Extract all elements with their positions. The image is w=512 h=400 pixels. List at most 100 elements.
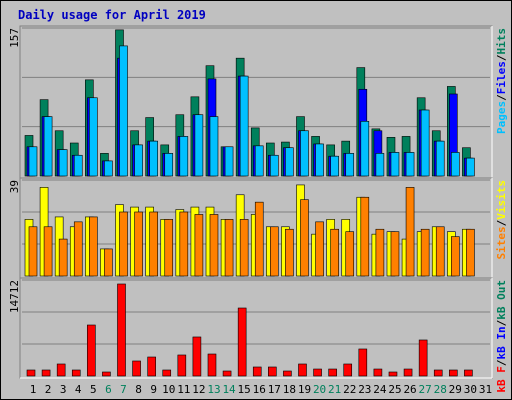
bar bbox=[73, 154, 83, 177]
legend-entry: Files bbox=[495, 61, 508, 94]
x-tick-label: 4 bbox=[75, 383, 82, 396]
legend-entry: Hits bbox=[495, 28, 508, 55]
bar bbox=[466, 228, 475, 277]
y-max-label: 39 bbox=[8, 180, 21, 193]
bar bbox=[254, 201, 264, 277]
bar bbox=[435, 226, 445, 277]
x-tick-label: 9 bbox=[150, 383, 157, 396]
bar bbox=[420, 228, 430, 277]
x-tick-label: 12 bbox=[192, 383, 205, 396]
x-tick-label: 21 bbox=[328, 383, 341, 396]
bar bbox=[222, 370, 232, 377]
bar bbox=[330, 228, 339, 277]
x-tick-label: 1 bbox=[30, 383, 37, 396]
bar bbox=[147, 356, 156, 377]
bar bbox=[104, 160, 113, 177]
legend-entry: Visits bbox=[495, 180, 508, 220]
bar bbox=[358, 348, 368, 377]
bar bbox=[298, 363, 307, 377]
bar bbox=[194, 214, 204, 277]
side-legend: Pages/Files/Hits bbox=[495, 28, 508, 134]
bar bbox=[345, 231, 355, 277]
bar bbox=[209, 116, 219, 177]
bar bbox=[89, 216, 98, 277]
bar bbox=[224, 146, 234, 177]
bar bbox=[43, 226, 53, 277]
x-tick-label: 3 bbox=[60, 383, 67, 396]
bar bbox=[119, 211, 128, 277]
y-max-label: 157 bbox=[8, 28, 21, 48]
bar bbox=[164, 219, 174, 277]
bar bbox=[328, 368, 337, 377]
bar bbox=[373, 368, 383, 377]
y-max-label: 14712 bbox=[8, 280, 21, 313]
chart-title: Daily usage for April 2019 bbox=[18, 8, 206, 22]
bar bbox=[87, 324, 96, 377]
bar bbox=[194, 114, 204, 177]
bar bbox=[119, 45, 128, 177]
legend-entry: kB In bbox=[495, 326, 508, 359]
x-tick-label: 17 bbox=[268, 383, 281, 396]
bar bbox=[451, 152, 460, 177]
bar bbox=[104, 248, 113, 277]
bar bbox=[71, 369, 81, 377]
legend-separator: / bbox=[495, 219, 508, 226]
x-tick-label: 7 bbox=[120, 383, 127, 396]
bar bbox=[405, 152, 415, 177]
bar bbox=[360, 121, 370, 177]
legend-entry: Sites bbox=[495, 226, 508, 259]
bar bbox=[300, 130, 309, 177]
legend-separator: / bbox=[495, 94, 508, 101]
x-tick-label: 28 bbox=[434, 383, 447, 396]
bar bbox=[360, 196, 370, 277]
bar bbox=[375, 153, 385, 177]
legend-separator: / bbox=[495, 359, 508, 366]
bar bbox=[464, 369, 473, 377]
bar bbox=[134, 144, 143, 177]
bar bbox=[43, 116, 53, 177]
bar bbox=[285, 147, 294, 177]
bar bbox=[58, 149, 68, 177]
bar bbox=[330, 155, 339, 177]
bar bbox=[449, 369, 458, 377]
bar bbox=[132, 360, 141, 377]
bar bbox=[179, 211, 189, 277]
bar bbox=[209, 214, 219, 277]
bar bbox=[192, 336, 202, 377]
x-tick-label: 30 bbox=[464, 383, 477, 396]
bar bbox=[102, 371, 111, 377]
bar bbox=[89, 97, 98, 177]
bar bbox=[164, 153, 174, 177]
bar bbox=[451, 236, 460, 277]
bar bbox=[285, 228, 294, 277]
bar bbox=[270, 226, 279, 277]
x-tick-label: 27 bbox=[419, 383, 432, 396]
bar bbox=[237, 307, 247, 377]
bar bbox=[283, 370, 292, 377]
bar bbox=[388, 371, 398, 377]
bar bbox=[117, 283, 126, 377]
legend-separator: / bbox=[495, 319, 508, 326]
bar bbox=[58, 238, 68, 277]
x-tick-label: 14 bbox=[222, 383, 236, 396]
bar bbox=[403, 368, 413, 377]
x-tick-label: 23 bbox=[358, 383, 371, 396]
bar bbox=[420, 109, 430, 177]
x-tick-label: 31 bbox=[479, 383, 492, 396]
bar bbox=[466, 157, 475, 177]
bar bbox=[28, 146, 38, 177]
bar bbox=[224, 219, 234, 277]
bar bbox=[149, 140, 158, 177]
bar bbox=[28, 226, 38, 277]
bar bbox=[375, 228, 385, 277]
bar bbox=[179, 136, 189, 177]
side-legend: Sites/Visits bbox=[495, 180, 508, 260]
legend-separator: / bbox=[495, 54, 508, 61]
x-tick-label: 10 bbox=[162, 383, 175, 396]
bar bbox=[239, 219, 249, 277]
bar bbox=[315, 221, 324, 277]
x-tick-label: 20 bbox=[313, 383, 326, 396]
bar bbox=[252, 366, 262, 377]
bar bbox=[177, 354, 187, 377]
